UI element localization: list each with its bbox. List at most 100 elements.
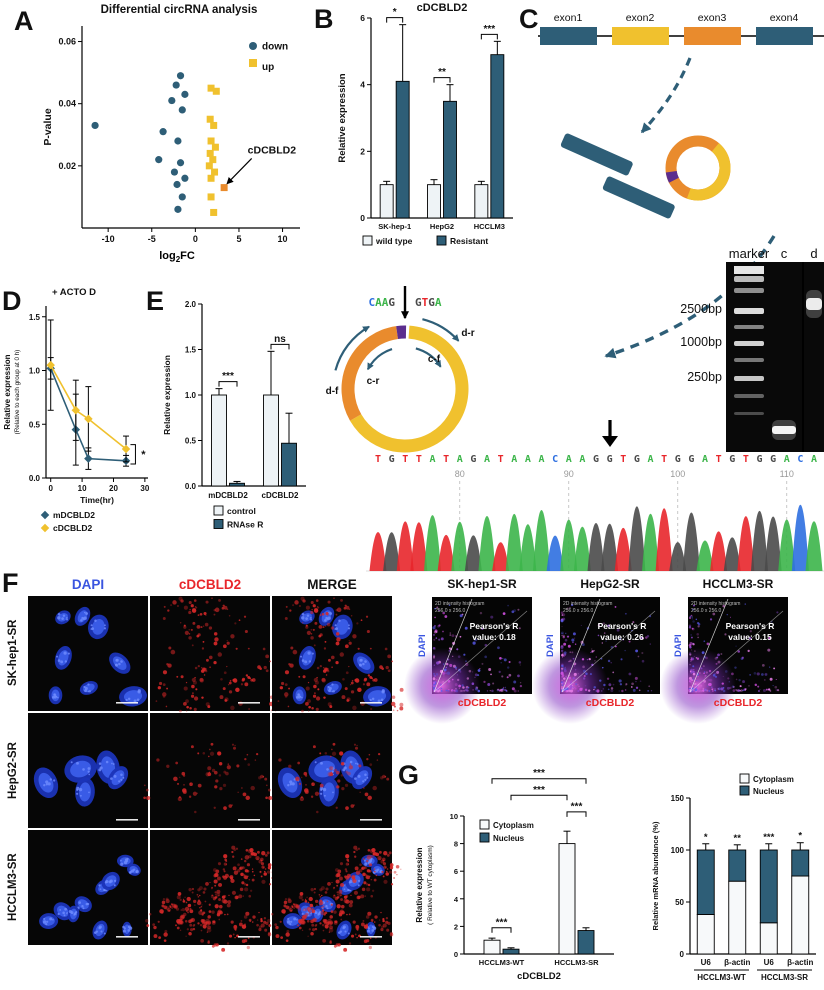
svg-text:*: * [798,831,802,842]
svg-text:Relative mRNA abundance (%): Relative mRNA abundance (%) [651,821,660,930]
svg-text:SK-hep-1: SK-hep-1 [378,222,411,231]
svg-text:**: ** [734,833,742,844]
svg-text:6: 6 [454,867,458,876]
svg-text:mDCBLD2: mDCBLD2 [208,491,248,500]
row-label-hcclm3-sr: HCCLM3-SR [7,853,19,922]
svg-text:100: 100 [671,846,685,855]
svg-text:4: 4 [454,895,459,904]
svg-text:value: 0.15: value: 0.15 [728,632,772,642]
svg-text:110: 110 [780,469,794,479]
svg-text:ns: ns [274,334,286,345]
svg-text:4: 4 [360,80,365,90]
svg-text:8: 8 [454,840,458,849]
svg-text:T: T [443,454,449,465]
micro-hepg2-dapi [28,713,148,828]
svg-text:cDCBLD2: cDCBLD2 [53,523,92,533]
panel-a-letter: A [14,6,34,36]
svg-text:Relative expression: Relative expression [337,73,348,162]
svg-text:-10: -10 [102,234,115,244]
svg-text:G: G [634,454,640,465]
micro-sk-hep1-dapi [28,596,148,711]
gel-size-250bp: 250bp [687,370,722,384]
gel-lane-c-label: c [780,246,788,261]
svg-text:150: 150 [671,794,685,803]
svg-text:2.0: 2.0 [185,300,197,309]
coloc-ylabel-dapi-3: DAPI [673,634,684,657]
coloc-title-hcclm3: HCCLM3-SR [702,577,774,591]
svg-text:***: *** [496,917,508,928]
svg-text:P-value: P-value [42,108,54,146]
svg-text:Nucleus: Nucleus [493,834,525,843]
svg-text:d-r: d-r [461,328,474,339]
svg-text:exon2: exon2 [626,12,655,24]
svg-text:30: 30 [140,484,149,493]
svg-text:HCCLM3-WT: HCCLM3-WT [479,958,525,967]
svg-text:Cytoplasm: Cytoplasm [753,775,794,784]
svg-text:HCCLM3-WT: HCCLM3-WT [697,973,746,982]
down-arrow-icon [602,420,618,447]
svg-text:A: A [511,454,517,465]
svg-text:2D intensity histogram: 2D intensity histogram [435,601,484,607]
svg-text:0: 0 [454,950,458,959]
coloc-xlabel-cdcbld2-2: cDCBLD2 [585,697,635,709]
svg-text:1.5: 1.5 [29,313,41,322]
svg-text:value: 0.18: value: 0.18 [472,632,516,642]
svg-text:cDCBLD2: cDCBLD2 [517,971,561,982]
svg-text:G: G [688,454,694,465]
column-header-merge: MERGE [307,577,357,592]
svg-text:U6: U6 [764,958,775,967]
svg-text:0.0: 0.0 [29,474,41,483]
panel-b-letter: B [314,4,334,34]
svg-text:Relative expression: Relative expression [162,355,172,435]
panel-g-letter: G [398,760,420,790]
svg-text:G: G [770,454,776,465]
micro-sk-hep1-merge [272,596,404,719]
micro-hcclm3-cdcbld2 [145,830,280,952]
coloc-xlabel-cdcbld2-3: cDCBLD2 [713,697,763,709]
svg-text:CAAG: CAAG [369,296,396,309]
svg-text:50: 50 [675,898,684,907]
svg-text:A: A [647,454,653,465]
svg-text:Differential circRNA analysis: Differential circRNA analysis [101,4,258,16]
svg-text:2D intensity histogram: 2D intensity histogram [563,601,612,607]
svg-text:0: 0 [680,950,685,959]
svg-text:***: *** [533,785,545,796]
svg-text:HepG2: HepG2 [430,222,454,231]
svg-text:c-r: c-r [367,376,380,387]
svg-text:A: A [525,454,531,465]
svg-text:control: control [227,506,256,516]
svg-text:Nucleus: Nucleus [753,787,785,796]
circularization-diagram [560,57,731,219]
svg-text:β-actin: β-actin [787,958,813,967]
panel-d-line-chart: + ACTO D 0.0 0.5 1.0 1.5 0 10 20 30 Relative expr… [3,287,150,533]
svg-text:T: T [743,454,749,465]
panel-g-abundance-chart: 0 50 100 150 * U6 ** β-actin *** U6 * β-actin HCCLM3… [651,773,816,982]
svg-text:Time(hr): Time(hr) [80,495,114,505]
svg-text:10: 10 [450,812,458,821]
svg-text:exon4: exon4 [770,12,799,24]
svg-text:6: 6 [360,13,365,23]
svg-text:Relative expression: Relative expression [3,354,12,429]
svg-text:log2FC: log2FC [159,250,195,264]
svg-text:1.5: 1.5 [185,346,197,355]
micro-hepg2-merge [265,713,392,828]
coloc-title-sk-hep1: SK-hep1-SR [447,577,517,591]
svg-text:HCCLM3-SR: HCCLM3-SR [761,973,808,982]
svg-text:G: G [675,454,681,465]
row-label-sk-hep1-sr: SK-hep1-SR [7,619,19,686]
svg-text:***: *** [533,768,545,779]
svg-text:5: 5 [236,234,241,244]
micro-sk-hep1-cdcbld2 [150,596,282,719]
sanger-chromatogram: T G T T A T A G A T A A A C A A G G T G A T G G A T G T G G A C A80 90 100… [366,454,824,572]
svg-text:*: * [141,449,146,461]
svg-text:***: *** [483,24,495,35]
svg-text:100: 100 [670,469,685,479]
gel-lane-marker-label: marker [728,246,770,261]
svg-text:T: T [716,454,722,465]
svg-text:G: G [729,454,735,465]
svg-text:*: * [393,7,397,18]
gel-size-2500bp: 2500bp [680,302,722,316]
